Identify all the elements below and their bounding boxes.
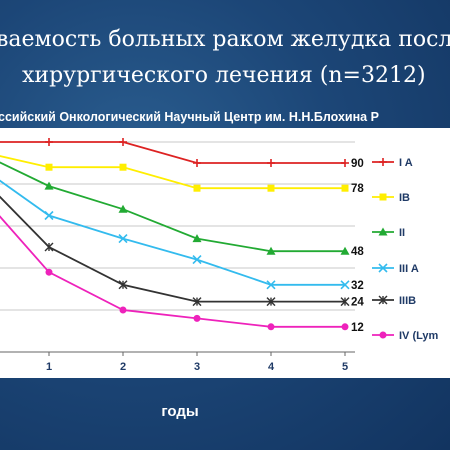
series-iii-a: 32 [0,179,364,292]
legend-marker [378,263,388,273]
series-line [0,179,345,286]
data-point [118,234,128,244]
series-line [0,141,345,164]
data-point [267,323,275,331]
title-line-2: хирургического лечения (n=3212) [22,63,426,88]
series-line [0,155,345,190]
data-point [119,138,127,146]
legend-marker [379,331,387,339]
legend-marker [378,227,388,236]
subtitle: ссийский Онкологический Научный Центр им… [0,110,379,124]
data-point [267,184,275,192]
data-point [266,280,276,290]
series-line [0,215,345,328]
legend-item: IB [372,192,410,204]
end-value-label: 90 [351,158,364,170]
x-tick-label: 3 [194,361,200,373]
data-point [267,159,275,167]
data-point [340,297,350,307]
data-point [44,242,54,252]
legend-item: IIIB [372,295,416,307]
data-point [119,306,127,314]
series-ib: 78 [0,155,364,195]
legend-label: IB [399,192,410,204]
data-point [119,163,127,171]
legend-marker [378,295,388,305]
series-layer: 90 78 48 32 24 12 [0,138,364,334]
series-ii: 48 [0,161,364,258]
legend-item: III A [372,263,419,275]
series-line [0,161,345,253]
data-point [45,163,53,171]
legend-item: I A [372,157,413,169]
data-point [341,184,349,192]
legend-marker [379,193,387,201]
series-iiib: 24 [0,195,364,309]
legend-label: IV (Lym [399,330,439,342]
x-tick-label: 5 [342,361,348,373]
data-point [118,204,128,213]
end-value-label: 48 [351,246,364,258]
x-tick-label: 1 [46,361,52,373]
end-value-label: 32 [351,280,364,292]
title-line-1: ваемость больных раком желудка после [0,27,450,52]
x-tick-label: 2 [120,361,126,373]
x-axis: 1 2 3 4 5 [0,351,355,373]
data-point [45,138,53,146]
end-value-label: 78 [351,183,364,195]
data-point [193,314,201,322]
legend-label: III A [399,263,419,275]
data-point [193,184,201,192]
data-point [44,181,54,190]
series-iv-lym: 12 [0,215,364,334]
legend-item: IV (Lym [372,330,439,342]
end-value-label: 12 [351,322,364,334]
data-point [44,210,54,221]
series-line [0,195,345,303]
grid-lines [0,141,355,353]
data-point [45,268,53,276]
data-point [192,255,202,265]
x-axis-label: годы [161,403,199,420]
data-point [193,159,201,167]
data-point [192,234,202,243]
legend: I A IB II III A IIIB IV (Lym [372,157,439,342]
series-i-a: 90 [0,138,364,170]
legend-label: I A [399,157,413,169]
data-point [340,280,350,290]
legend-label: II [399,227,405,239]
data-point [118,280,128,290]
data-point [341,323,349,331]
data-point [341,159,349,167]
data-point [340,246,350,255]
x-tick-label: 4 [268,361,275,373]
end-value-label: 24 [351,297,364,309]
data-point [192,297,202,307]
data-point [266,246,276,255]
legend-label: IIIB [399,295,416,307]
legend-marker [379,158,387,166]
data-point [266,297,276,307]
legend-item: II [372,227,405,239]
